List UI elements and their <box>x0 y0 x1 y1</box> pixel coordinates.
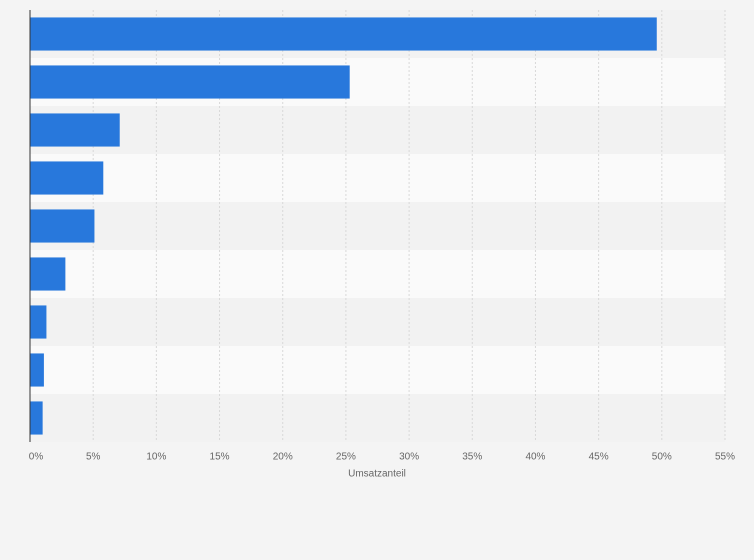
bar <box>30 17 657 51</box>
row-band <box>30 250 725 298</box>
bar <box>30 65 350 99</box>
x-axis-label: Umsatzanteil <box>348 469 406 480</box>
row-band <box>30 346 725 394</box>
row-band <box>30 202 725 250</box>
bar <box>30 209 95 243</box>
bar <box>30 257 66 291</box>
x-tick-label: 40% <box>525 452 545 463</box>
x-tick-label: 20% <box>273 452 293 463</box>
x-tick-label: 0% <box>29 452 44 463</box>
bar <box>30 305 47 339</box>
x-tick-label: 10% <box>146 452 166 463</box>
row-band <box>30 106 725 154</box>
bar <box>30 401 43 435</box>
row-band <box>30 298 725 346</box>
row-band <box>30 154 725 202</box>
x-tick-label: 50% <box>652 452 672 463</box>
row-band <box>30 394 725 442</box>
bar <box>30 113 120 147</box>
x-tick-label: 45% <box>589 452 609 463</box>
x-tick-label: 30% <box>399 452 419 463</box>
x-tick-label: 15% <box>210 452 230 463</box>
x-tick-label: 25% <box>336 452 356 463</box>
bar <box>30 353 44 387</box>
x-tick-label: 55% <box>715 452 735 463</box>
x-tick-label: 35% <box>462 452 482 463</box>
x-tick-label: 5% <box>86 452 101 463</box>
bar <box>30 161 104 195</box>
